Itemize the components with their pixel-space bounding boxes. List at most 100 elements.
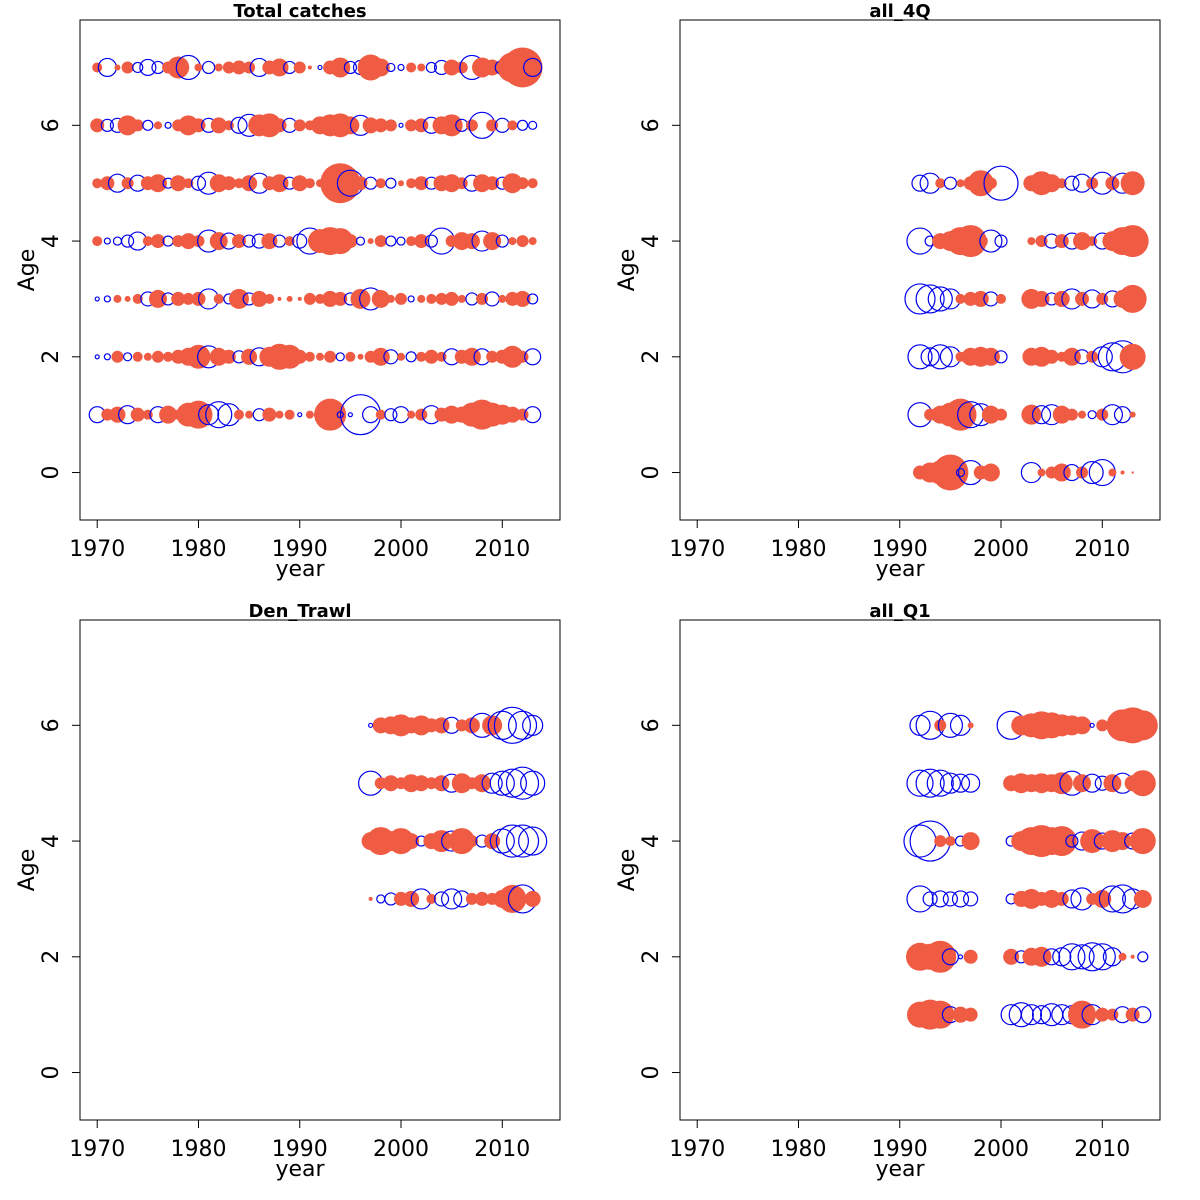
bubble-negative [979, 229, 1003, 253]
bubble-negative [943, 176, 957, 190]
bubble-positive [528, 237, 537, 246]
bubble-positive [270, 58, 289, 77]
bubble-positive [448, 828, 475, 855]
bubble-negative [1087, 410, 1097, 420]
bubble-positive [375, 409, 386, 420]
bubble-positive [214, 63, 223, 72]
bubble-negative [120, 234, 135, 248]
bubble-negative [112, 236, 123, 246]
chart-title: all_4Q [869, 1, 930, 22]
bubble-positive [416, 351, 427, 362]
plot-frame [79, 619, 561, 1121]
y-tick-label: 6 [39, 118, 64, 132]
bubble-positive [368, 896, 373, 901]
bubble-negative [94, 296, 100, 302]
y-tick-label: 0 [639, 466, 664, 480]
bubble-positive [498, 294, 507, 303]
bubble-negative [1064, 175, 1080, 191]
bubble-positive [231, 234, 246, 249]
bubble-negative [347, 412, 353, 418]
bubble-negative [94, 354, 100, 360]
bubble-positive [210, 117, 227, 134]
bubble-positive [315, 293, 325, 304]
bubble-positive [151, 350, 164, 363]
bubble-negative [1052, 947, 1072, 967]
y-axis-label: Age [15, 249, 40, 292]
bubble-positive [221, 176, 236, 191]
bubble-positive [527, 178, 538, 189]
bubble-positive [1003, 948, 1020, 965]
bubble-positive [186, 344, 211, 369]
bubble-positive [209, 347, 228, 366]
bubble-positive [386, 294, 395, 303]
bubble-positive [462, 347, 481, 366]
bubble-positive [264, 293, 275, 304]
bubble-positive [1044, 349, 1059, 364]
x-tick-label: 1980 [170, 537, 226, 562]
bubble-negative [904, 283, 936, 315]
bubble-negative [522, 714, 544, 736]
bubble-positive [371, 58, 390, 77]
x-tick-label: 2010 [474, 537, 530, 562]
bubble-negative [368, 722, 374, 728]
y-tick-label: 0 [39, 1066, 64, 1080]
bubble-positive [995, 408, 1008, 421]
bubble-positive [473, 174, 492, 193]
bubble-negative [1008, 1002, 1034, 1028]
bubble-negative [963, 891, 979, 907]
bubble-negative [518, 826, 548, 856]
bubble-positive [1078, 410, 1087, 419]
bubble-positive [1050, 772, 1073, 795]
bubble-positive [1031, 946, 1052, 967]
bubble-negative [489, 770, 515, 796]
bubble-positive [1130, 954, 1135, 959]
bubble-positive [1086, 177, 1099, 190]
bubble-positive [973, 234, 988, 249]
bubble-positive [121, 61, 134, 74]
bubble-positive [406, 178, 417, 189]
bubble-positive [406, 62, 417, 73]
bubble-positive [1042, 174, 1061, 193]
bubble-positive [90, 118, 105, 133]
bubble-positive [1037, 468, 1046, 477]
bubble-positive [322, 290, 339, 307]
bubble-positive [132, 293, 143, 304]
bubble-positive [314, 398, 347, 431]
bubble-positive [475, 891, 490, 906]
bubble-positive [159, 405, 178, 424]
bubble-negative [385, 235, 397, 247]
bubble-positive [284, 409, 295, 420]
bubble-positive [954, 225, 987, 258]
x-tick-label: 2000 [373, 1137, 429, 1162]
bubble-positive [327, 228, 354, 255]
bubble-positive [163, 351, 174, 362]
bubble-negative [927, 344, 953, 370]
y-tick-label: 4 [39, 834, 64, 848]
bubble-positive [934, 835, 947, 848]
bubble-positive [178, 115, 199, 136]
bubble-positive [961, 832, 980, 851]
y-tick-label: 4 [639, 834, 664, 848]
bubble-positive [516, 350, 529, 363]
bubble-negative [230, 116, 248, 134]
bubble-negative [317, 64, 323, 71]
bubble-positive [233, 178, 244, 189]
bubble-layer [88, 47, 543, 436]
bubble-positive [345, 351, 356, 362]
bubble-positive [406, 236, 417, 247]
bubble-positive [92, 178, 103, 189]
bubble-positive [465, 119, 478, 132]
y-tick-label: 0 [639, 1066, 664, 1080]
bubble-positive [455, 61, 468, 74]
bubble-positive [403, 833, 420, 850]
bubble-positive [967, 170, 994, 197]
bubble-negative [425, 61, 437, 74]
bubble-positive [222, 61, 235, 74]
bubble-negative [396, 236, 406, 246]
bubble-positive [251, 290, 268, 307]
bubble-positive [1108, 468, 1117, 477]
bubble-negative [1077, 942, 1107, 972]
bubble-positive [1042, 889, 1061, 908]
bubble-positive [213, 293, 224, 304]
bubble-positive [182, 292, 195, 305]
